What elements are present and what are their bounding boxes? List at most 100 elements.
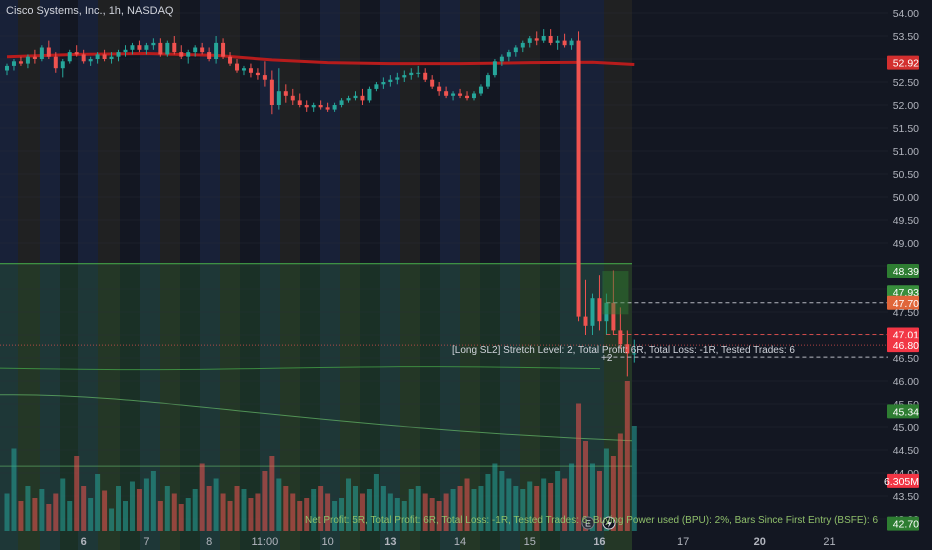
candle[interactable] — [39, 45, 44, 62]
candle[interactable] — [297, 93, 302, 108]
candle[interactable] — [367, 86, 372, 103]
candle[interactable] — [471, 91, 476, 101]
candle[interactable] — [283, 84, 288, 103]
earnings-icon[interactable]: E — [581, 516, 595, 530]
candle[interactable] — [53, 52, 58, 73]
candle[interactable] — [32, 49, 37, 64]
candle[interactable] — [123, 45, 128, 57]
candle[interactable] — [562, 33, 567, 48]
candle[interactable] — [353, 91, 358, 101]
candle[interactable] — [11, 59, 16, 71]
candle[interactable] — [165, 40, 170, 57]
candle[interactable] — [597, 275, 602, 331]
candle[interactable] — [186, 49, 191, 64]
candle[interactable] — [332, 102, 337, 112]
candle[interactable] — [527, 36, 532, 48]
candle[interactable] — [423, 68, 428, 82]
candle[interactable] — [18, 56, 23, 66]
candle[interactable] — [625, 330, 630, 377]
candle[interactable] — [158, 38, 163, 57]
candle[interactable] — [102, 49, 107, 62]
candle[interactable] — [611, 270, 616, 335]
candle[interactable] — [402, 70, 407, 83]
candle[interactable] — [499, 54, 504, 66]
candle[interactable] — [409, 68, 414, 80]
candle[interactable] — [325, 102, 330, 112]
session-shading — [98, 0, 120, 550]
candle-body — [193, 47, 198, 53]
candle[interactable] — [478, 84, 483, 96]
candle[interactable] — [520, 40, 525, 53]
candle-body — [269, 79, 274, 105]
candle[interactable] — [451, 91, 456, 101]
candle[interactable] — [235, 59, 240, 73]
candle[interactable] — [458, 88, 463, 99]
candle[interactable] — [130, 42, 135, 55]
candle[interactable] — [207, 47, 212, 62]
candle[interactable] — [276, 68, 281, 110]
candle[interactable] — [590, 293, 595, 335]
candle[interactable] — [46, 40, 51, 59]
candle[interactable] — [346, 95, 351, 103]
y-axis-tick-label: 46.50 — [893, 353, 919, 365]
candle[interactable] — [444, 86, 449, 99]
candle[interactable] — [492, 59, 497, 78]
candle[interactable] — [569, 38, 574, 50]
candle[interactable] — [583, 279, 588, 335]
candle[interactable] — [416, 65, 421, 78]
candle[interactable] — [374, 82, 379, 92]
lightning-icon[interactable] — [602, 516, 616, 530]
candle[interactable] — [548, 29, 553, 46]
candle[interactable] — [60, 59, 65, 78]
candle[interactable] — [632, 339, 637, 363]
candle[interactable] — [618, 307, 623, 349]
candle[interactable] — [137, 40, 142, 53]
candle[interactable] — [262, 61, 267, 87]
candle[interactable] — [200, 42, 205, 55]
candle[interactable] — [304, 100, 309, 112]
candle[interactable] — [541, 29, 546, 43]
candle[interactable] — [179, 45, 184, 59]
candle[interactable] — [604, 293, 609, 335]
candle[interactable] — [193, 45, 198, 57]
candle[interactable] — [290, 88, 295, 105]
candle[interactable] — [485, 72, 490, 89]
candle[interactable] — [311, 102, 316, 112]
candle[interactable] — [116, 49, 121, 62]
candle-body — [11, 61, 16, 66]
candle[interactable] — [465, 91, 470, 101]
candle[interactable] — [81, 49, 86, 64]
candle[interactable] — [172, 36, 177, 55]
candle[interactable] — [221, 38, 226, 59]
candle[interactable] — [151, 38, 156, 50]
candle[interactable] — [395, 72, 400, 85]
candle[interactable] — [555, 36, 560, 50]
candle[interactable] — [25, 54, 30, 69]
candle[interactable] — [269, 70, 274, 115]
candle-body — [353, 95, 358, 99]
candle[interactable] — [95, 52, 100, 64]
candle[interactable] — [255, 68, 260, 80]
candle[interactable] — [248, 63, 253, 78]
candle[interactable] — [437, 82, 442, 96]
candle[interactable] — [109, 52, 114, 64]
candle[interactable] — [506, 49, 511, 62]
candle[interactable] — [534, 31, 539, 46]
candle[interactable] — [339, 98, 344, 108]
candle[interactable] — [430, 75, 435, 89]
candle[interactable] — [318, 100, 323, 110]
candle[interactable] — [388, 75, 393, 87]
candle[interactable] — [241, 65, 246, 76]
candle[interactable] — [513, 45, 518, 57]
candle[interactable] — [576, 31, 581, 322]
candle[interactable] — [67, 49, 72, 64]
candle[interactable] — [144, 42, 149, 55]
candle[interactable] — [74, 45, 79, 57]
candle[interactable] — [88, 56, 93, 66]
candle[interactable] — [214, 36, 219, 64]
candle[interactable] — [5, 63, 9, 76]
candle[interactable] — [381, 77, 386, 89]
candle[interactable] — [360, 88, 365, 105]
candle[interactable] — [228, 52, 233, 66]
